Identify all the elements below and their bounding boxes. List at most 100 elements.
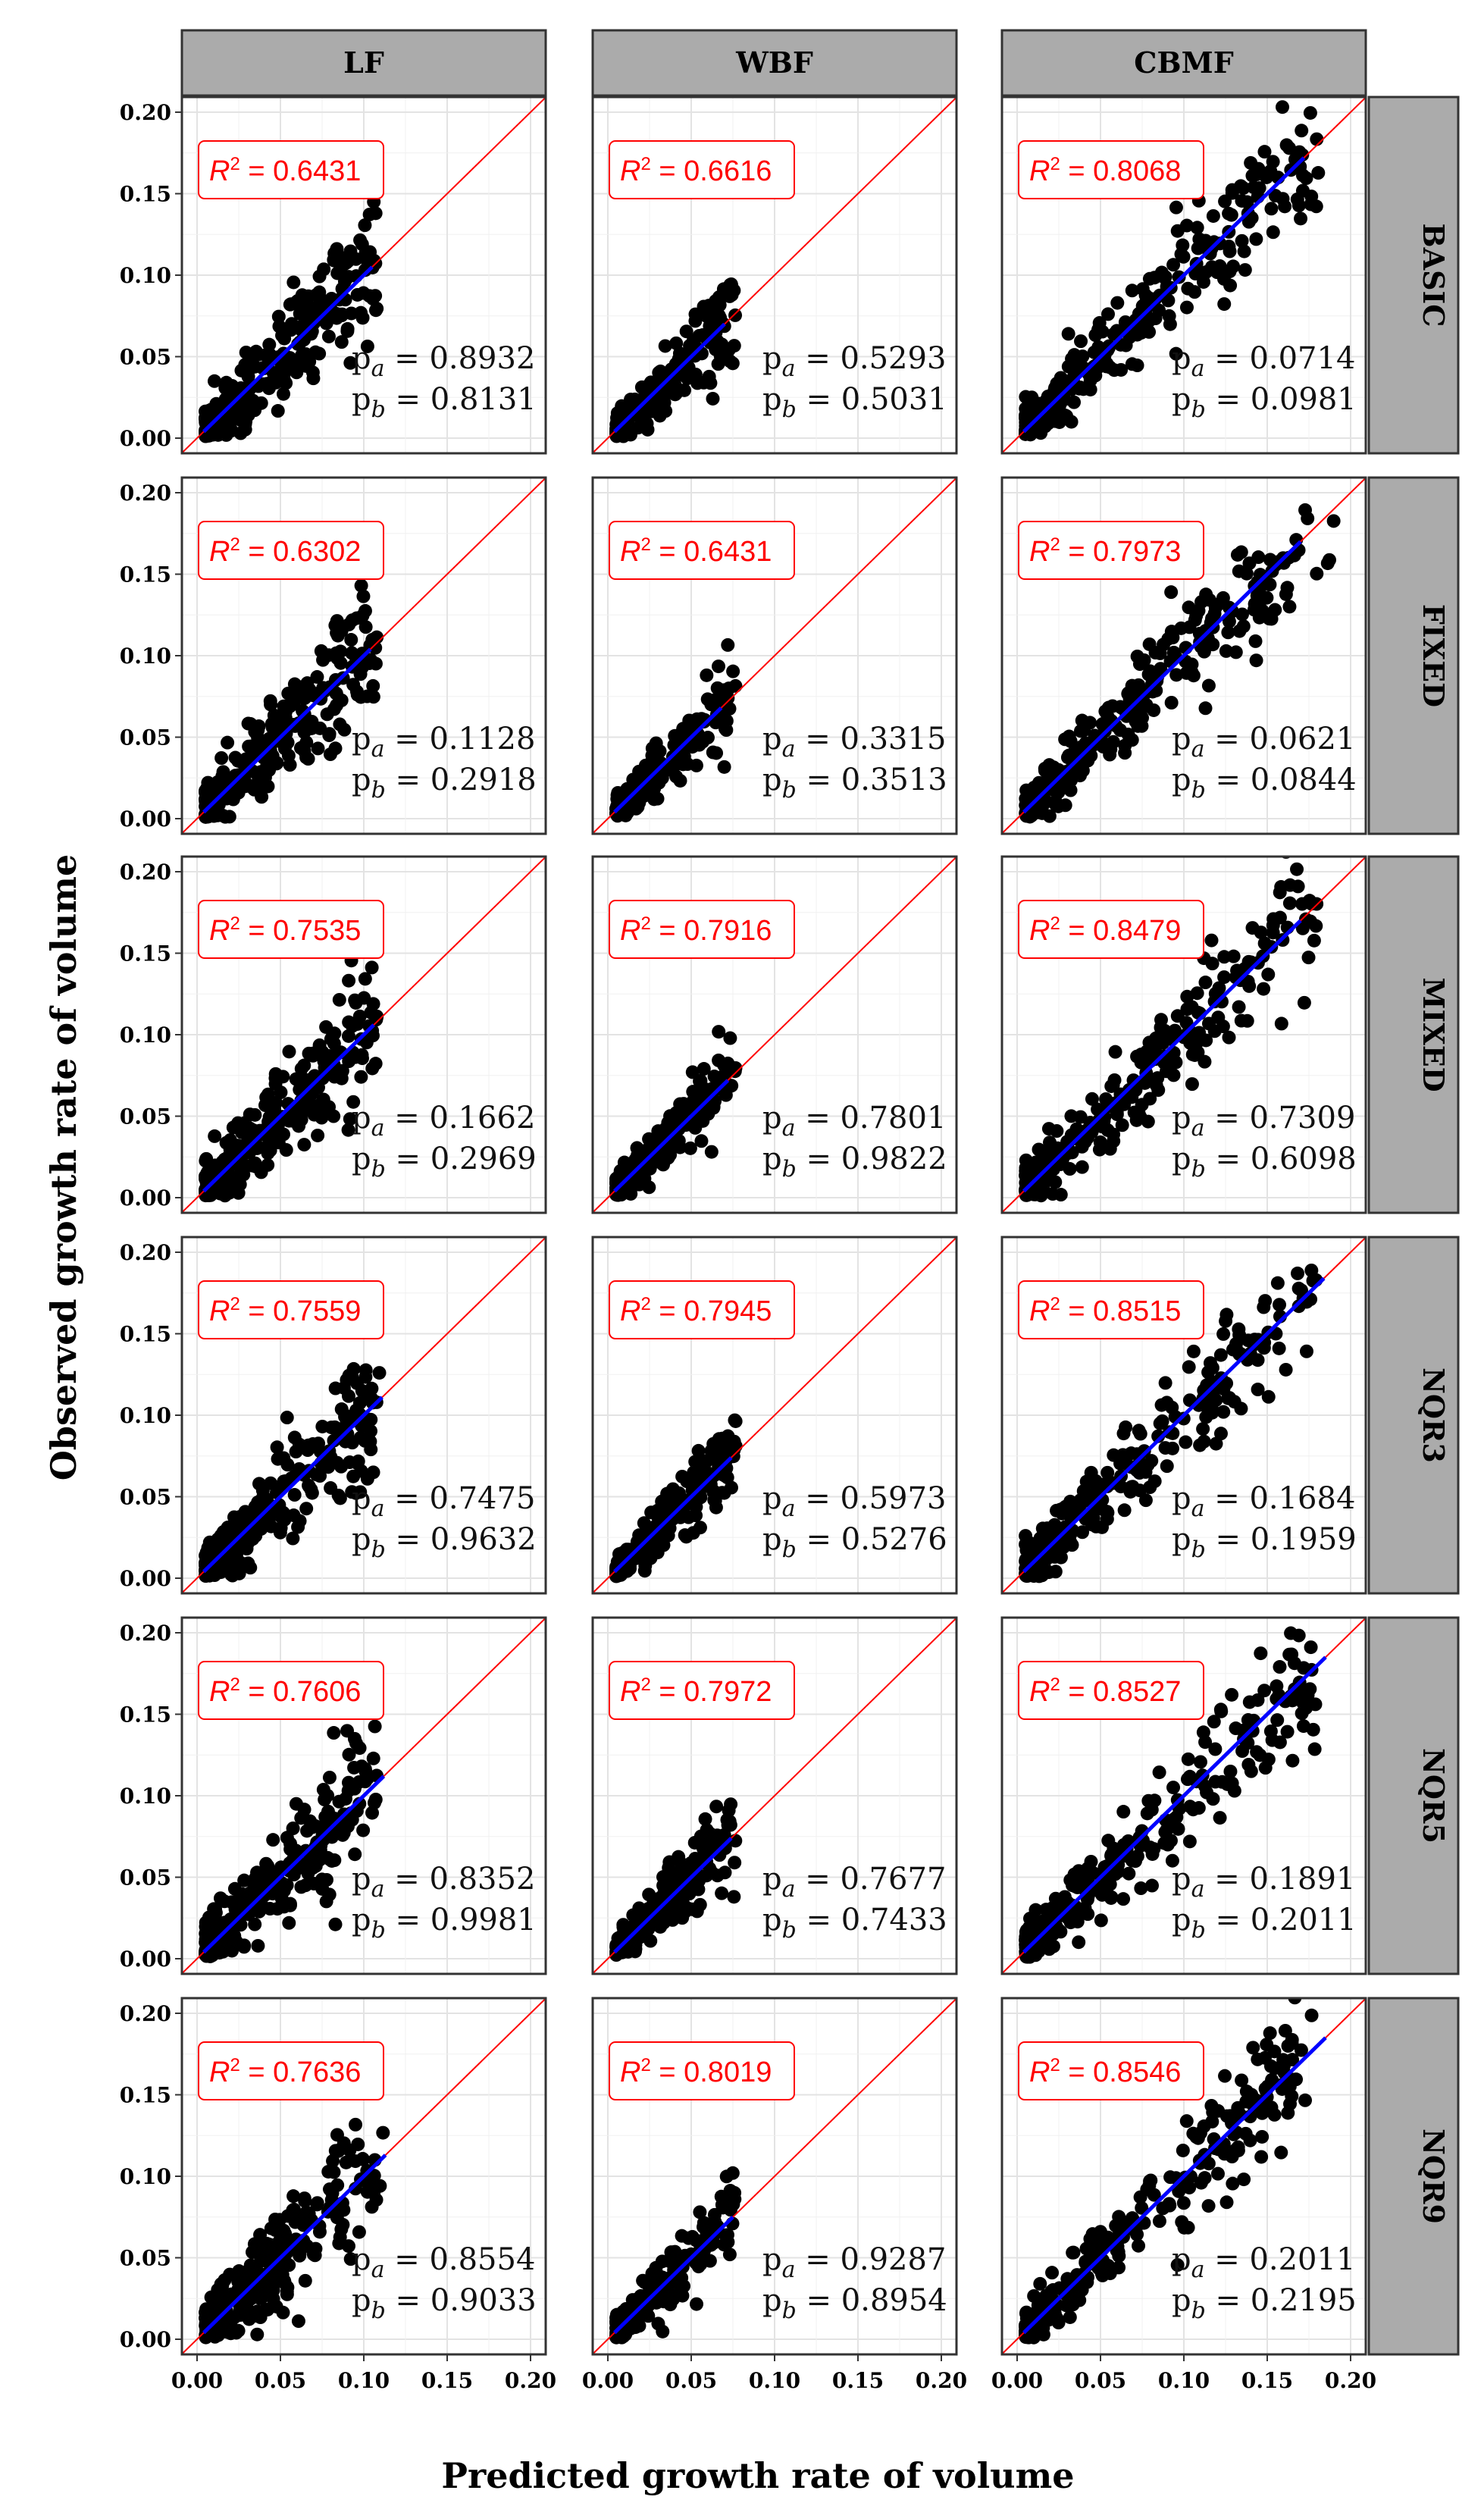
p-b-label: pb = 0.9033 <box>352 2283 537 2324</box>
r2-label-box <box>198 1280 384 1339</box>
r2-label-box <box>198 2041 384 2100</box>
data-point <box>1235 233 1249 248</box>
data-point <box>301 1866 315 1881</box>
r2-label-box <box>609 900 795 959</box>
data-point <box>692 738 706 752</box>
data-point <box>215 769 230 784</box>
data-point <box>685 1065 700 1079</box>
data-point <box>1241 974 1255 988</box>
data-point <box>349 2117 363 2132</box>
data-point <box>1143 1092 1157 1106</box>
data-point <box>1082 1511 1096 1526</box>
data-point <box>1263 553 1277 567</box>
data-point <box>312 346 327 361</box>
data-point <box>1245 168 1260 183</box>
data-point <box>728 1060 743 1075</box>
p-a-label: pa = 0.8352 <box>352 1862 535 1903</box>
data-point <box>349 1736 363 1750</box>
data-point <box>347 1760 362 1775</box>
fit-line <box>202 1775 386 1954</box>
data-point <box>319 1872 333 1887</box>
data-point <box>231 1897 246 1911</box>
data-point <box>658 339 672 353</box>
data-point <box>225 1568 240 1583</box>
data-point <box>232 2264 246 2279</box>
data-point <box>1100 710 1115 724</box>
data-point <box>1094 1913 1108 1928</box>
data-point <box>715 1886 729 1900</box>
data-point <box>1154 265 1169 280</box>
data-point <box>1140 1806 1154 1821</box>
data-point <box>330 625 344 640</box>
data-point <box>1248 634 1263 648</box>
data-point <box>263 694 277 708</box>
data-point <box>376 2125 390 2140</box>
data-point <box>643 375 658 390</box>
data-point <box>199 1947 213 1962</box>
data-point <box>704 1145 719 1159</box>
data-point <box>1217 970 1232 985</box>
data-point <box>1192 232 1207 246</box>
data-point <box>321 2164 336 2179</box>
panel-border <box>1000 855 1367 1214</box>
reference-line-group <box>182 1618 546 1974</box>
data-point <box>1229 1343 1244 1358</box>
data-point <box>221 735 235 750</box>
data-point <box>697 2250 711 2264</box>
data-point <box>1196 1422 1210 1436</box>
data-point <box>644 1135 659 1149</box>
data-point <box>306 371 321 386</box>
reference-line-group <box>1002 857 1366 1213</box>
data-point <box>1266 912 1281 926</box>
p-b-label: pb = 0.0981 <box>1172 382 1357 423</box>
data-point <box>226 1524 240 1539</box>
data-point <box>1241 1736 1255 1750</box>
data-point <box>372 1366 387 1380</box>
data-point <box>1284 1626 1298 1640</box>
data-point <box>1116 1805 1131 1819</box>
data-point <box>272 319 286 334</box>
data-point <box>333 644 348 659</box>
data-point <box>227 1549 242 1563</box>
data-point <box>695 1831 709 1845</box>
data-point <box>700 668 714 682</box>
data-point <box>1132 1424 1146 1438</box>
data-point <box>675 1502 690 1516</box>
data-point <box>1274 2145 1288 2160</box>
data-point <box>1132 1483 1147 1498</box>
data-point <box>317 262 331 277</box>
p-a-label: pa = 0.0714 <box>1172 341 1355 382</box>
data-point <box>251 1938 265 1953</box>
data-point <box>1154 1022 1169 1036</box>
data-point <box>712 659 726 674</box>
data-point <box>706 1100 721 1114</box>
r2-label: R2 = 0.6431 <box>620 534 772 568</box>
data-point <box>1072 1935 1086 1950</box>
data-point <box>334 335 349 349</box>
data-point <box>261 1146 275 1161</box>
data-point <box>1048 1891 1063 1906</box>
data-point <box>1142 637 1157 651</box>
data-point <box>339 1820 353 1834</box>
p-b-label: pb = 0.3513 <box>762 763 947 803</box>
data-point <box>287 1488 302 1502</box>
data-point <box>1251 1383 1265 1397</box>
data-point <box>322 1770 337 1784</box>
data-point <box>258 2302 273 2316</box>
data-point <box>311 741 325 756</box>
data-point <box>340 324 355 338</box>
data-point <box>363 1434 377 1449</box>
data-point <box>650 1503 665 1518</box>
data-point <box>637 1564 652 1578</box>
data-point <box>341 1123 355 1137</box>
p-a-label: pa = 0.1684 <box>1172 1481 1355 1522</box>
data-point <box>365 1381 379 1396</box>
data-point <box>373 2179 387 2193</box>
data-point <box>1260 170 1274 184</box>
data-point <box>1264 202 1279 216</box>
data-point <box>1119 338 1133 352</box>
